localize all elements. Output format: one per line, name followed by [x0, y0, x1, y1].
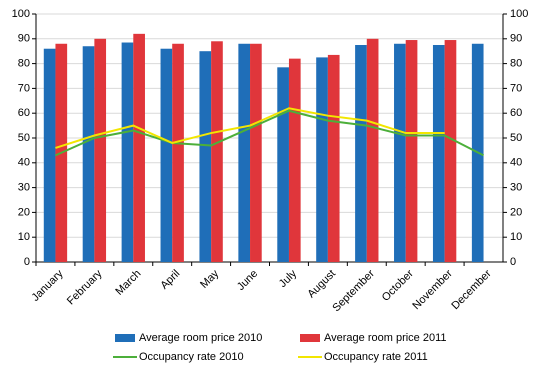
- x-tick-label: May: [198, 267, 222, 291]
- y2-tick-label: 40: [510, 157, 522, 169]
- y-tick-label: 10: [18, 231, 30, 243]
- y2-tick-label: 70: [510, 82, 522, 94]
- y2-tick-label: 90: [510, 33, 522, 45]
- x-tick-label: October: [380, 267, 416, 303]
- line: [55, 107, 445, 149]
- bar: [160, 48, 173, 262]
- y2-tick-label: 0: [510, 256, 516, 268]
- x-tick-label: February: [65, 267, 105, 307]
- y2-tick-label: 30: [510, 182, 522, 194]
- bar: [394, 43, 406, 263]
- bar: [172, 43, 184, 263]
- y-tick-label: 60: [18, 107, 30, 119]
- y2-tick-label: 60: [510, 107, 522, 119]
- x-tick-label: July: [277, 267, 300, 290]
- x-tick-label: June: [235, 268, 260, 293]
- x-tick-label: August: [305, 268, 338, 301]
- line: [55, 109, 484, 157]
- legend-swatch: [300, 334, 320, 342]
- legend-swatch: [115, 334, 135, 342]
- bar: [355, 45, 367, 262]
- y-tick-label: 0: [24, 256, 30, 268]
- legend-label: Average room price 2010: [139, 332, 262, 344]
- bar: [250, 43, 262, 263]
- bar: [432, 45, 445, 262]
- y2-tick-label: 20: [510, 206, 522, 218]
- y-tick-label: 30: [18, 182, 30, 194]
- y-tick-label: 80: [18, 58, 30, 70]
- x-tick-label: April: [158, 268, 182, 292]
- bar: [43, 48, 56, 262]
- y-tick-label: 20: [18, 206, 30, 218]
- bar: [199, 51, 212, 263]
- bar: [327, 54, 340, 262]
- bar: [133, 33, 145, 263]
- bar: [94, 38, 107, 262]
- bar: [316, 57, 328, 263]
- y-tick-label: 70: [18, 82, 30, 94]
- bar: [366, 38, 379, 262]
- bar: [444, 40, 457, 262]
- x-tick-label: January: [29, 267, 66, 304]
- bar: [211, 41, 223, 262]
- legend-label: Occupancy rate 2010: [139, 351, 244, 363]
- x-tick-label: December: [449, 267, 494, 312]
- bar: [288, 58, 301, 262]
- legend-label: Occupancy rate 2011: [324, 351, 428, 363]
- y-tick-label: 100: [12, 8, 30, 20]
- bar: [277, 67, 289, 262]
- y2-tick-label: 10: [510, 231, 522, 243]
- x-tick-label: November: [410, 267, 455, 312]
- bar: [238, 43, 251, 263]
- y-tick-label: 50: [18, 132, 30, 144]
- x-tick-label: March: [113, 268, 143, 298]
- y2-tick-label: 50: [510, 132, 522, 144]
- bar: [82, 46, 95, 262]
- y-tick-label: 90: [18, 33, 30, 45]
- bar: [405, 40, 418, 262]
- bar: [121, 42, 134, 262]
- y-tick-label: 40: [18, 157, 30, 169]
- legend-label: Average room price 2011: [324, 332, 447, 344]
- y2-tick-label: 100: [510, 8, 528, 20]
- x-tick-label: September: [330, 267, 377, 314]
- y2-tick-label: 80: [510, 58, 522, 70]
